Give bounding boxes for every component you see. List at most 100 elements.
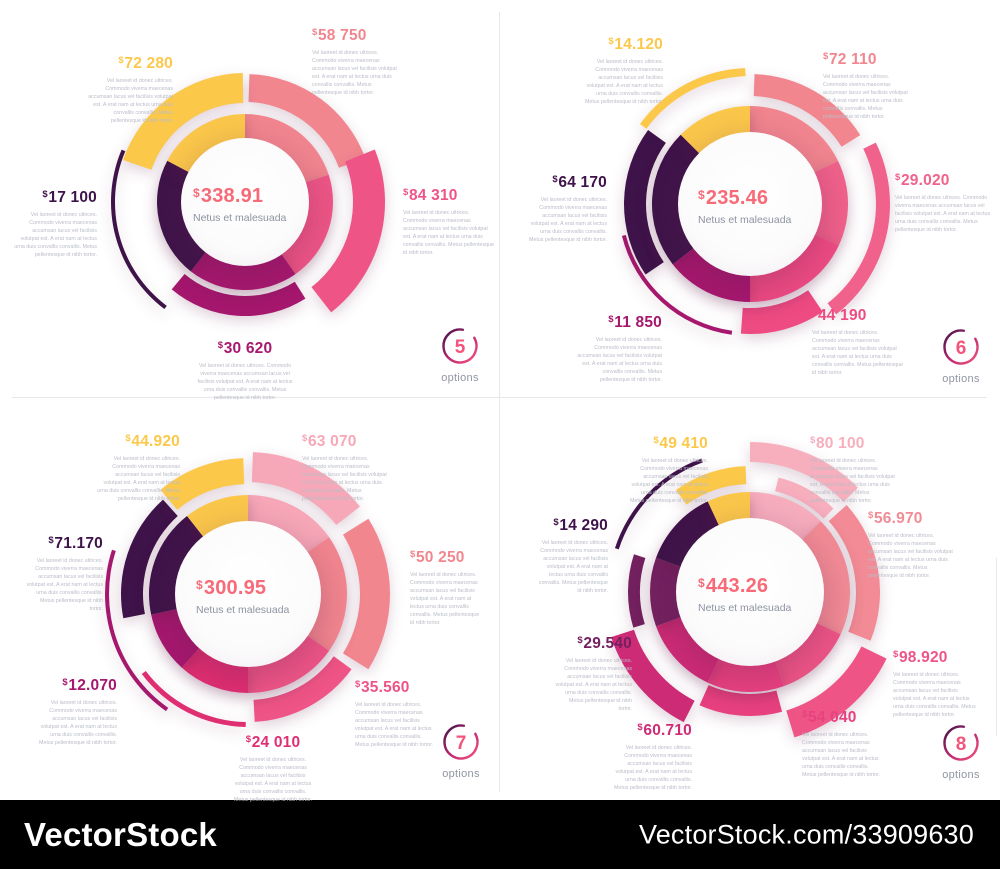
segment-label-block: $30 620 Vel laoreet id donec ultrices. Co… (196, 340, 294, 403)
segment-value: $60.710 (637, 722, 692, 739)
segment-description: Vel laoreet id donec ultrices. Commodo v… (893, 672, 976, 718)
options-badge-ring (943, 329, 979, 365)
segment-description: Vel laoreet id donec ultrices. Commodo v… (538, 540, 608, 594)
ring-segment (187, 495, 248, 539)
chart-center-subtitle: Netus et malesuada (698, 214, 792, 226)
currency-symbol: $ (553, 517, 559, 528)
ring-segment (774, 622, 841, 686)
currency-symbol: $ (608, 36, 614, 47)
currency-symbol: $ (217, 340, 224, 351)
chart-center-value-block: $338.91 Netus et malesuada (193, 185, 286, 224)
pie-chart-5-options: 5 options (110, 73, 479, 384)
ring-segment (680, 105, 750, 155)
currency-symbol: $ (608, 314, 614, 325)
segment-label-block: $49 410 Vel laoreet id donec ultrices. Co… (628, 435, 708, 506)
segment-value: $58 750 (312, 27, 367, 44)
divider-vertical (499, 12, 500, 792)
vectorstock-url: VectorStock.com/33909630 (638, 819, 974, 849)
options-badge-label: options (441, 372, 479, 384)
segment-description: Vel laoreet id donec ultrices. Commodo v… (812, 330, 903, 376)
currency-symbol: $ (48, 535, 54, 546)
segment-label-block: $54 040 Vel laoreet id donec ultrices. Co… (802, 709, 884, 780)
segment-description: Vel laoreet id donec ultrices. Commodo v… (629, 458, 708, 504)
options-badge-label: options (942, 769, 980, 781)
outer-arc (253, 656, 352, 722)
segment-label-block: $50 250 Vel laoreet id donec ultrices. Co… (410, 549, 484, 628)
currency-symbol: $ (62, 677, 68, 688)
segment-label-block: $60.710 Vel laoreet id donec ultrices. Co… (612, 722, 692, 793)
segment-value: $35.560 (355, 679, 410, 696)
segment-value: $29.020 (895, 172, 950, 189)
segment-value: $49 410 (653, 435, 708, 452)
ring-segment (750, 492, 821, 542)
segment-description: Vel laoreet id donec ultrices. Commodo v… (403, 210, 494, 256)
ring-segment (245, 114, 329, 183)
ring-segment (248, 494, 330, 554)
currency-symbol: $ (823, 51, 829, 62)
segment-description: Vel laoreet id donec ultrices. Commodo v… (302, 456, 387, 502)
currency-symbol: $ (895, 172, 901, 183)
segment-description: Vel laoreet id donec ultrices. Commodo v… (802, 732, 881, 778)
segment-value: $72 280 (118, 55, 173, 72)
segment-value: $44.920 (125, 433, 180, 450)
segment-label-block: $29.020 Vel laoreet id donec ultrices. Co… (895, 172, 993, 235)
segment-label-block: $98.920 Vel laoreet id donec ultrices. Co… (893, 649, 977, 720)
outer-arc (627, 554, 646, 628)
pie-chart-6-options: 6 options (621, 68, 980, 385)
options-badge-label: options (442, 768, 480, 780)
vectorstock-logo: VectorStock (24, 815, 217, 853)
ring-segment (151, 608, 201, 668)
outer-arc (141, 671, 246, 727)
chart-center-value-block: $443.26 Netus et malesuada (698, 575, 791, 614)
segment-label-block: $56.970 Vel laoreet id donec ultrices. Co… (868, 510, 954, 581)
outer-arc (828, 505, 880, 641)
segment-description: Vel laoreet id donec ultrices. Commodo v… (528, 197, 607, 243)
segment-description: Vel laoreet id donec ultrices. Commodo v… (14, 212, 97, 258)
segment-label-block: $14.120 Vel laoreet id donec ultrices. Co… (583, 36, 663, 107)
ring-segment (280, 174, 333, 275)
ring-segment (306, 537, 348, 651)
segment-description: Vel laoreet id donec ultrices. Commodo v… (355, 702, 434, 748)
segment-description: Vel laoreet id donec ultrices. Commodo v… (868, 533, 953, 579)
outer-arc (251, 452, 360, 526)
options-badge-ring (943, 725, 979, 761)
chart-center-value: $443.26 (698, 575, 769, 597)
segment-description: Vel laoreet id donec ultrices. Commodo v… (38, 700, 117, 746)
segment-label-block: $63 070 Vel laoreet id donec ultrices. Co… (302, 433, 392, 504)
options-badge-label: options (942, 373, 980, 385)
segment-description: Vel laoreet id donec ultrices. Commodo v… (26, 558, 103, 612)
chart-center-subtitle: Netus et malesuada (698, 602, 792, 614)
currency-symbol: $ (410, 549, 416, 560)
segment-description: Vel laoreet id donec ultrices. Commodo v… (233, 757, 313, 803)
ring-segment (656, 616, 720, 683)
segment-description: Vel laoreet id donec ultrices. Commodo v… (584, 59, 663, 105)
currency-symbol: $ (125, 433, 131, 444)
segment-description: Vel laoreet id donec ultrices. Commodo v… (823, 74, 908, 120)
segment-label-block: $80 100 Vel laoreet id donec ultrices. Co… (810, 435, 896, 506)
segment-label-block: $35.560 Vel laoreet id donec ultrices. Co… (355, 679, 437, 750)
ring-segment (707, 657, 785, 692)
currency-symbol: $ (812, 307, 818, 318)
ring-segment (148, 515, 205, 615)
outer-arc (639, 68, 746, 129)
currency-symbol: $ (577, 635, 583, 646)
segment-description: Vel laoreet id donec ultrices. Commodo v… (97, 456, 180, 502)
segment-description: Vel laoreet id donec ultrices. Commodo v… (312, 50, 397, 96)
outer-arc (311, 149, 386, 313)
options-badge-number: 6 (956, 338, 967, 359)
ring-segment (157, 160, 207, 272)
ring-segment (181, 646, 248, 693)
segment-value: $14 290 (553, 517, 608, 534)
outer-arc (120, 499, 178, 619)
currency-symbol: $ (118, 55, 124, 66)
chart-center-circle (175, 521, 321, 667)
segment-label-block: $24 010 Vel laoreet id donec ultrices. Co… (232, 734, 314, 805)
segment-description: Vel laoreet id donec ultrices. Commodo v… (88, 78, 173, 124)
divider-horizontal (12, 397, 987, 398)
segment-value: $14.120 (608, 36, 663, 53)
ring-segment (812, 161, 849, 246)
segment-label-block: $72 280 Vel laoreet id donec ultrices. Co… (87, 55, 173, 126)
segment-description: Vel laoreet id donec ultrices. Commodo v… (197, 363, 293, 401)
segment-label-block: $72 110 Vel laoreet id donec ultrices. Co… (823, 51, 911, 122)
